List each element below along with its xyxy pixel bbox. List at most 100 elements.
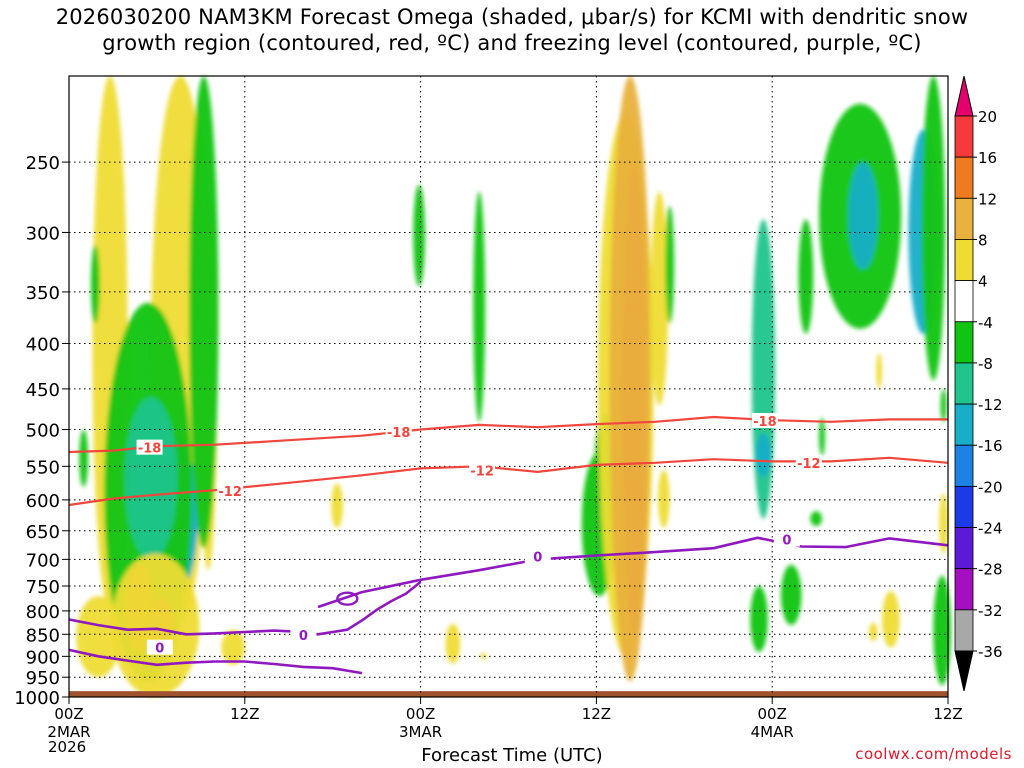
- colorbar-band-3: [954, 239, 974, 282]
- freezing-level-low: [68, 648, 363, 675]
- x-tick-label-60: 12Z: [933, 705, 962, 723]
- label-fz-a: 0: [155, 642, 164, 657]
- omega-cell-29: [750, 585, 768, 653]
- omega-cell-24: [650, 191, 669, 406]
- y-tick-label-900: 900: [26, 647, 60, 668]
- y-tick-label-750: 750: [26, 577, 60, 598]
- label-m18-a-bg: [136, 439, 163, 455]
- title-line-2: growth region (contoured, red, ºC) and f…: [102, 31, 922, 55]
- omega-cell-41: [780, 564, 802, 626]
- colorbar-band-10: [954, 527, 974, 570]
- label-m12-a: -12: [218, 485, 242, 500]
- label-fz-c: 0: [533, 551, 542, 566]
- y-tick-label-650: 650: [26, 522, 60, 543]
- label-fz-b-bg: [290, 627, 317, 643]
- label-m12-b-bg: [469, 462, 496, 478]
- colorbar-label-4: 4: [978, 273, 988, 291]
- x-tick-label-24: 00Z: [406, 705, 435, 723]
- colorbar-band-4: [954, 280, 974, 323]
- x-tick-label-36: 12Z: [582, 705, 611, 723]
- y-tick-label-350: 350: [26, 283, 60, 304]
- ground-surface: [69, 691, 948, 697]
- omega-cell-12: [90, 245, 100, 324]
- omega-cell-42: [868, 622, 878, 642]
- label-m18-c-bg: [751, 412, 778, 428]
- y-tick-label-400: 400: [26, 334, 60, 355]
- colorbar-label-6: -8: [978, 355, 993, 373]
- colorbar-band-6: [954, 362, 974, 405]
- colorbar-label-1: 16: [978, 149, 997, 167]
- x-tick-date-48: 4MAR: [751, 723, 794, 741]
- colorbar-band-0: [954, 115, 974, 158]
- colorbar-label-5: -4: [978, 314, 993, 332]
- plot-frame: [68, 75, 949, 698]
- label-fz-d: 0: [782, 534, 791, 549]
- label-m12-c: -12: [797, 457, 821, 472]
- colorbar-band-8: [954, 444, 974, 487]
- omega-cell-30: [798, 219, 814, 334]
- y-tick-label-700: 700: [26, 550, 60, 571]
- y-tick-label-450: 450: [26, 380, 60, 401]
- omega-cell-14: [331, 483, 343, 528]
- omega-cell-6: [189, 76, 219, 549]
- omega-cell-25: [657, 469, 670, 528]
- omega-cell-15: [445, 623, 461, 664]
- omega-cell-40: [876, 352, 883, 389]
- plot-axes: 2503003504004505005506006507007508008509…: [14, 75, 963, 741]
- x-tick-label-48: 00Z: [758, 705, 787, 723]
- omega-cell-4: [124, 397, 178, 560]
- start-year-label: 2026: [48, 738, 87, 756]
- label-m18-b-bg: [385, 423, 412, 439]
- chart-title: 2026030200 NAM3KM Forecast Omega (shaded…: [0, 4, 1024, 56]
- y-tick-label-500: 500: [26, 421, 60, 442]
- label-fz-a-bg: [146, 639, 173, 655]
- label-fz-b: 0: [299, 629, 308, 644]
- colorbar-band-2: [954, 197, 974, 240]
- colorbar-label-9: -20: [978, 478, 1003, 496]
- x-tick-date-0: 2MAR: [47, 723, 90, 741]
- omega-cell-36: [921, 76, 946, 381]
- colorbar-label-7: -12: [978, 396, 1003, 414]
- omega-cell-16: [480, 652, 487, 660]
- y-tick-label-800: 800: [26, 602, 60, 623]
- colorbar-band-5: [954, 321, 974, 364]
- colorbar-band-12: [954, 609, 974, 652]
- ground-strip: [69, 691, 948, 697]
- credit-text: coolwx.com/models: [855, 745, 1012, 763]
- colorbar-band-9: [954, 485, 974, 528]
- isotherm-minus18-line: [68, 415, 948, 454]
- colorbar-label-2: 12: [978, 190, 997, 208]
- plot-grid: [69, 76, 948, 698]
- colorbar: 20 16 12 8 4 -4 -8 -12 -16 -20 -24 -28 -32 -36: [954, 75, 1003, 692]
- label-m12-a-bg: [217, 482, 244, 498]
- colorbar-label-10: -24: [978, 520, 1003, 538]
- omega-cell-26: [665, 205, 675, 324]
- y-tick-label-300: 300: [26, 223, 60, 244]
- label-m18-b: -18: [387, 426, 411, 441]
- freezing-level-loop: [336, 591, 359, 606]
- label-m12-c-bg: [795, 454, 822, 470]
- y-tick-label-950: 950: [26, 668, 60, 689]
- x-axis-label: Forecast Time (UTC): [421, 745, 603, 766]
- omega-cell-9: [111, 553, 200, 697]
- omega-cell-35: [848, 162, 878, 270]
- omega-cell-37: [939, 493, 948, 554]
- colorbar-label-11: -28: [978, 561, 1003, 579]
- omega-cell-13: [79, 429, 89, 487]
- omega-cell-43: [940, 388, 947, 422]
- colorbar-label-3: 8: [978, 231, 988, 249]
- colorbar-band-1: [954, 156, 974, 199]
- colorbar-label-13: -36: [978, 643, 1003, 661]
- omega-cell-18: [473, 191, 486, 422]
- omega-cell-39: [882, 591, 900, 648]
- colorbar-label-12: -32: [978, 602, 1003, 620]
- y-tick-label-550: 550: [26, 457, 60, 478]
- omega-cell-11: [221, 629, 245, 665]
- colorbar-band-7: [954, 403, 974, 446]
- y-tick-label-600: 600: [26, 491, 60, 512]
- colorbar-label-8: -16: [978, 437, 1003, 455]
- omega-shading: [76, 76, 951, 697]
- omega-cell-17: [413, 184, 425, 287]
- freezing-level-upper: [317, 536, 949, 609]
